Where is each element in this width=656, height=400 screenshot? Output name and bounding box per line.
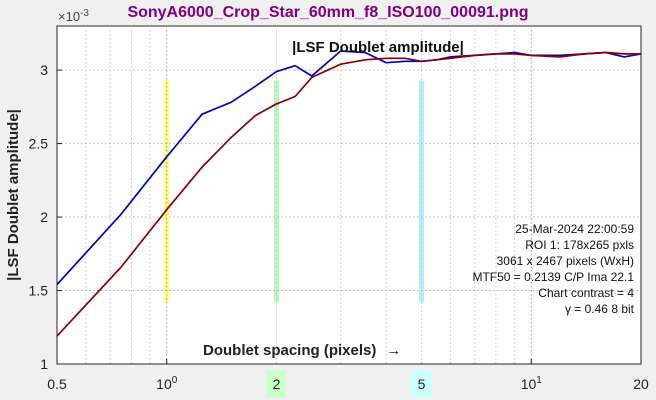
y-exponent-power: -3 — [80, 8, 89, 19]
x-tick-exponent-1: 0 — [172, 375, 178, 386]
y-tick-label-2: 2 — [40, 209, 48, 225]
x-highlight-bg-0 — [266, 370, 287, 398]
annotation-block: 25-Mar-2024 22:00:59 ROI 1: 178x265 pxls 3… — [472, 222, 634, 316]
y-axis-label: |LSF Doublet amplitude| — [5, 109, 22, 281]
grid — [57, 26, 641, 364]
annotation-line-4: Chart contrast = 4 — [538, 286, 634, 300]
y-tick-label-4: 3 — [40, 62, 48, 78]
x-axis-label-text: Doublet spacing (pixels) — [203, 342, 376, 359]
series-line-1 — [56, 51, 641, 337]
annotation-line-2: 3061 x 2467 pixels (WxH) — [497, 254, 634, 268]
x-highlight-label-0: 2 — [273, 376, 281, 392]
annotation-line-1: ROI 1: 178x265 pxls — [525, 238, 634, 252]
x-tick-label-1: 100 — [156, 375, 178, 392]
annotation-line-0: 25-Mar-2024 22:00:59 — [515, 222, 634, 236]
y-tick-label-0: 1 — [40, 356, 48, 372]
x-axis-label: Doublet spacing (pixels) → — [203, 342, 401, 359]
annotation-line-3: MTF50 = 0.2139 C/P Ima 22.1 — [472, 270, 634, 284]
x-tick-label-2: 101 — [521, 375, 543, 392]
plot-area — [56, 25, 642, 365]
axis-ticks: 1 1.5 2 2.5 3 0.5 100 101 20 2 5 — [29, 62, 649, 398]
y-tick-label-1: 1.5 — [29, 283, 49, 299]
x-highlight-bg-1 — [411, 370, 432, 398]
x-tick-label-0: 0.5 — [47, 376, 67, 392]
series — [56, 50, 642, 337]
x-axis-arrow: → — [386, 342, 401, 359]
annotation-line-5: γ = 0.46 8 bit — [565, 302, 635, 316]
x-highlight-label-1: 5 — [418, 376, 426, 392]
y-tick-label-3: 2.5 — [29, 136, 49, 152]
x-tick-exponent-2: 1 — [536, 375, 542, 386]
chart-title: |LSF Doublet amplitude| — [292, 39, 464, 56]
figure-title: SonyA6000_Crop_Star_60mm_f8_ISO100_00091… — [127, 4, 529, 21]
y-exponent-base: ×10 — [58, 9, 80, 24]
y-exponent-label: ×10-3 — [58, 8, 89, 24]
series-line-0 — [56, 50, 642, 286]
x-tick-label-3: 20 — [633, 376, 649, 392]
